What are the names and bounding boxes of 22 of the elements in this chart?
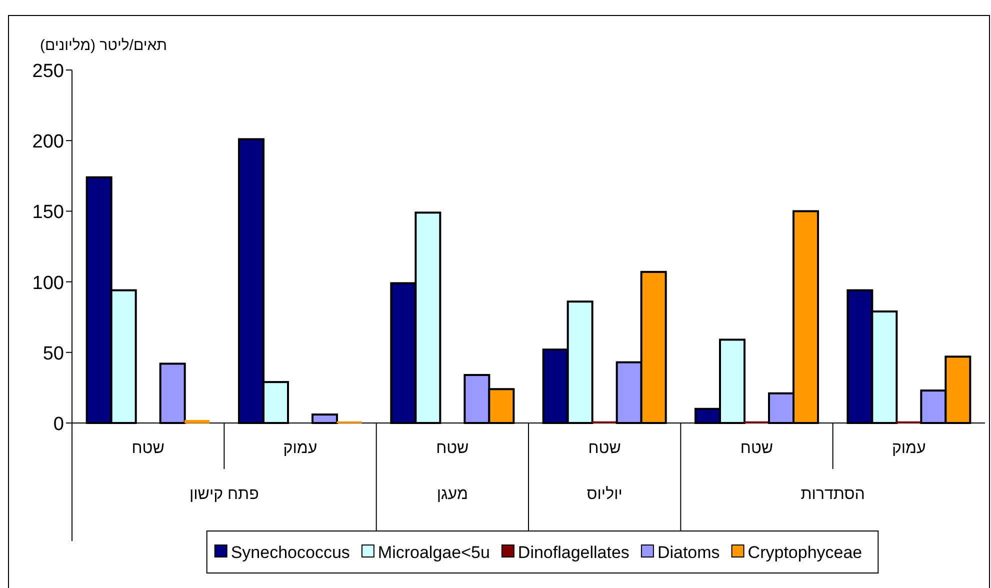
y-tick-label: 250: [32, 61, 64, 82]
legend-label: Dinoflagellates: [518, 543, 630, 562]
legend-label: Synechococcus: [230, 543, 350, 562]
x-tick-label: עמוק: [283, 440, 318, 457]
legend-label: Cryptophyceae: [748, 543, 862, 562]
text: מעגן: [436, 486, 468, 503]
y-tick-label: 0: [53, 414, 64, 435]
legend-label: Diatoms: [657, 543, 720, 562]
x-tick-label: שטח: [740, 440, 774, 457]
y-tick-label: 150: [32, 202, 64, 224]
text: יוליוס: [586, 485, 622, 503]
y-axis-title: תאים/ליטר (מליונים): [40, 37, 168, 54]
y-tick-label: 200: [32, 132, 64, 153]
x-tick-label: שטח: [588, 440, 621, 457]
y-tick-label: 100: [32, 272, 64, 294]
legend-label: Microalgae<5u: [378, 543, 490, 562]
text: פתח קישון: [189, 486, 259, 503]
text: הסתדרות: [800, 486, 865, 503]
y-tick-label: 50: [42, 343, 64, 364]
x-tick-label: שטח: [436, 440, 469, 457]
x-tick-label: עמוק: [892, 440, 926, 457]
x-tick-label: שטח: [132, 440, 164, 457]
